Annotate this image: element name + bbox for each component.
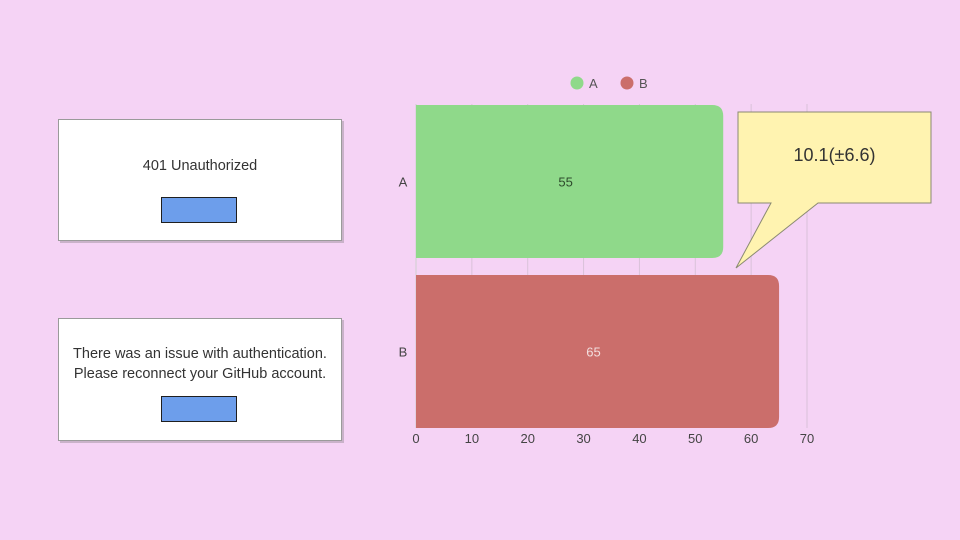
data-label: 65: [586, 345, 600, 360]
x-tick-label: 40: [632, 431, 646, 446]
x-tick-label: 10: [465, 431, 479, 446]
auth-error-dialog-2: There was an issue with authentication. …: [58, 318, 342, 441]
category-label: A: [399, 175, 408, 190]
annotation-text: 10.1(±6.6): [793, 145, 876, 165]
legend-label: A: [589, 76, 598, 91]
x-tick-label: 0: [412, 431, 419, 446]
dialog-ok-button[interactable]: [161, 197, 237, 223]
auth-error-dialog-1: 401 Unauthorized: [58, 119, 342, 241]
bar-a: [416, 105, 724, 258]
x-tick-label: 60: [744, 431, 758, 446]
x-tick-label: 20: [520, 431, 534, 446]
x-tick-label: 70: [800, 431, 814, 446]
dialog-message: There was an issue with authentication. …: [73, 346, 327, 382]
legend-label: B: [639, 76, 648, 91]
legend-swatch: [570, 76, 584, 90]
callout-bubble: [735, 111, 932, 269]
data-label: 55: [558, 175, 572, 190]
bar-b: [416, 275, 780, 428]
dialog-message: 401 Unauthorized: [142, 158, 258, 174]
legend-swatch: [620, 76, 634, 90]
category-label: B: [399, 345, 408, 360]
annotation-callout: 10.1(±6.6): [738, 112, 931, 203]
reconnect-button[interactable]: [161, 396, 237, 422]
x-tick-label: 30: [576, 431, 590, 446]
x-tick-label: 50: [688, 431, 702, 446]
